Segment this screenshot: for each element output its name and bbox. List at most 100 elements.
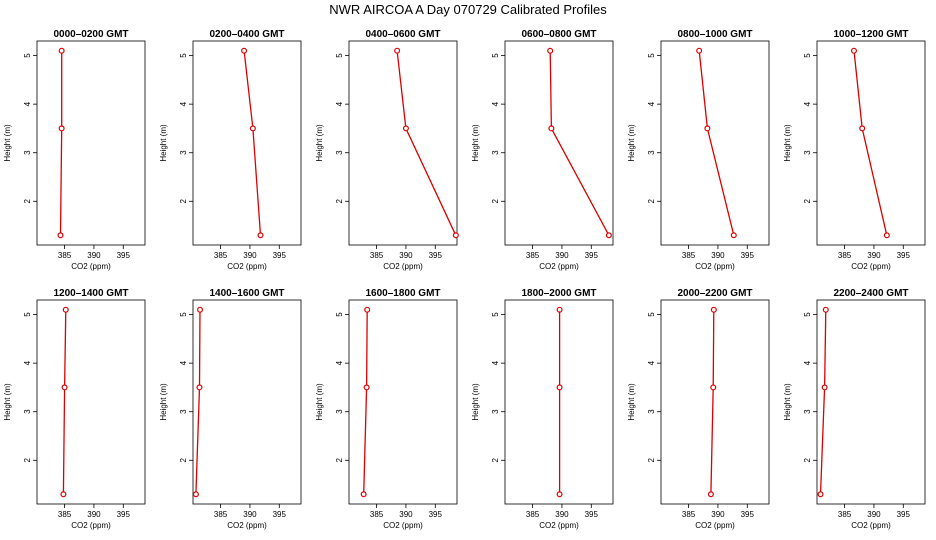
y-axis-label: Height (m) — [783, 383, 792, 421]
panel-10: 1800–2000 GMT 385 390 395 2 3 4 5 CO2 (ppm) Heigh… — [471, 288, 614, 530]
x-tick-label: 395 — [741, 510, 755, 519]
x-axis-label: CO2 (ppm) — [383, 262, 423, 271]
y-tick-label: 5 — [803, 312, 812, 317]
x-tick-label: 395 — [897, 510, 911, 519]
plot-frame — [348, 299, 458, 505]
y-tick-label: 3 — [491, 409, 500, 414]
plot-frame — [504, 299, 614, 505]
data-point — [402, 125, 409, 132]
panel-title: 0800–1000 GMT — [677, 29, 752, 40]
data-point — [62, 306, 69, 313]
y-axis-label: Height (m) — [3, 383, 12, 421]
x-tick-label: 390 — [711, 510, 725, 519]
data-point — [730, 232, 737, 239]
panel-7: 1200–1400 GMT 385 390 395 2 3 4 5 CO2 (ppm) Heigh… — [3, 288, 146, 530]
x-tick-label: 385 — [370, 251, 384, 260]
y-tick-label: 3 — [23, 409, 32, 414]
x-axis-label: CO2 (ppm) — [539, 262, 579, 271]
y-tick-label: 5 — [491, 53, 500, 58]
y-tick-label: 5 — [23, 312, 32, 317]
y-tick-label: 3 — [179, 150, 188, 155]
y-tick-label: 5 — [335, 53, 344, 58]
x-tick-label: 395 — [429, 251, 443, 260]
x-axis-label: CO2 (ppm) — [227, 262, 267, 271]
data-point — [192, 491, 199, 498]
panel-title: 1000–1200 GMT — [833, 29, 908, 40]
y-tick-label: 2 — [335, 199, 344, 204]
y-axis-label: Height (m) — [159, 124, 168, 162]
panel-12: 2200–2400 GMT 385 390 395 2 3 4 5 CO2 (ppm) Heigh… — [783, 288, 926, 530]
y-tick-label: 4 — [803, 360, 812, 365]
x-tick-label: 385 — [370, 510, 384, 519]
data-point — [859, 125, 866, 132]
panel-title: 1800–2000 GMT — [521, 288, 596, 299]
x-tick-label: 385 — [526, 251, 540, 260]
x-tick-label: 395 — [117, 251, 131, 260]
data-point — [556, 384, 563, 391]
profile-line — [62, 309, 67, 495]
y-tick-label: 5 — [335, 312, 344, 317]
data-point — [364, 306, 371, 313]
y-tick-label: 3 — [647, 409, 656, 414]
profile-line — [363, 309, 368, 495]
y-tick-label: 2 — [491, 458, 500, 463]
x-tick-label: 390 — [399, 510, 413, 519]
data-point — [257, 232, 264, 239]
y-tick-label: 3 — [23, 150, 32, 155]
x-axis-label: CO2 (ppm) — [227, 521, 267, 530]
y-tick-label: 4 — [179, 360, 188, 365]
panel-1: 0000–0200 GMT 385 390 395 2 3 4 5 CO2 (ppm) Heigh… — [3, 29, 146, 271]
profile-line — [549, 50, 610, 236]
y-tick-label: 3 — [179, 409, 188, 414]
y-axis-label: Height (m) — [627, 124, 636, 162]
plot-frame — [36, 40, 146, 246]
x-tick-label: 385 — [214, 251, 228, 260]
x-tick-label: 385 — [58, 510, 72, 519]
x-tick-label: 390 — [243, 251, 257, 260]
x-tick-label: 395 — [585, 251, 599, 260]
x-tick-label: 390 — [711, 251, 725, 260]
x-tick-label: 385 — [682, 510, 696, 519]
x-tick-label: 395 — [585, 510, 599, 519]
y-axis-label: Height (m) — [315, 383, 324, 421]
y-tick-label: 2 — [23, 199, 32, 204]
y-tick-label: 4 — [335, 360, 344, 365]
y-tick-label: 3 — [335, 150, 344, 155]
panel-title: 2000–2200 GMT — [677, 288, 752, 299]
y-tick-label: 4 — [803, 101, 812, 106]
panel-title: 1400–1600 GMT — [209, 288, 284, 299]
x-tick-label: 390 — [87, 251, 101, 260]
plot-frame — [660, 299, 770, 505]
y-tick-label: 3 — [647, 150, 656, 155]
panel-title: 1200–1400 GMT — [53, 288, 128, 299]
x-axis-label: CO2 (ppm) — [71, 262, 111, 271]
y-tick-label: 2 — [647, 199, 656, 204]
data-point — [196, 384, 203, 391]
y-axis-label: Height (m) — [3, 124, 12, 162]
y-tick-label: 2 — [23, 458, 32, 463]
plot-frame — [660, 40, 770, 246]
y-tick-label: 3 — [803, 409, 812, 414]
panel-6: 1000–1200 GMT 385 390 395 2 3 4 5 CO2 (ppm) Heigh… — [783, 29, 926, 271]
data-point — [61, 384, 68, 391]
y-tick-label: 5 — [179, 312, 188, 317]
x-tick-label: 385 — [838, 510, 852, 519]
figure-title: NWR AIRCOA A Day 070729 Calibrated Profi… — [329, 2, 607, 17]
y-tick-label: 2 — [491, 199, 500, 204]
panel-2: 0200–0400 GMT 385 390 395 2 3 4 5 CO2 (ppm) Heigh… — [159, 29, 302, 271]
profile-line — [59, 50, 63, 236]
y-axis-label: Height (m) — [315, 124, 324, 162]
y-tick-label: 2 — [803, 458, 812, 463]
data-point — [556, 491, 563, 498]
y-tick-label: 4 — [179, 101, 188, 106]
data-point — [704, 125, 711, 132]
x-tick-label: 385 — [838, 251, 852, 260]
data-point — [241, 47, 248, 54]
data-point — [710, 384, 717, 391]
profile-line — [710, 309, 715, 495]
panel-3: 0400–0600 GMT 385 390 395 2 3 4 5 CO2 (ppm) Heigh… — [315, 29, 459, 271]
data-point — [821, 384, 828, 391]
y-tick-label: 5 — [647, 53, 656, 58]
data-point — [556, 306, 563, 313]
y-tick-label: 3 — [335, 409, 344, 414]
